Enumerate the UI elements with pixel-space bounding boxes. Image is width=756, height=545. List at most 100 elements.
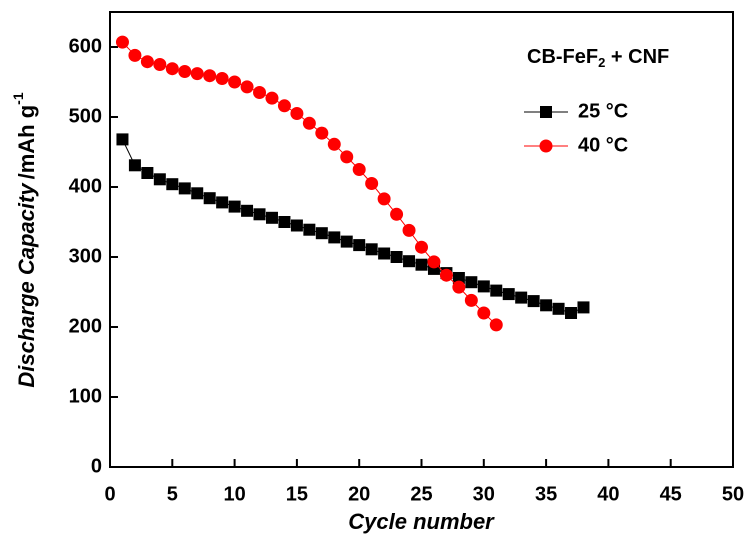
annotation-sub: 2 [598, 55, 605, 70]
annotation: CB-FeF2 + CNF [527, 46, 669, 70]
marker [203, 69, 217, 83]
marker [241, 204, 254, 217]
y-tick-label: 200 [69, 315, 102, 337]
y-tick-label: 400 [69, 175, 102, 197]
marker [427, 255, 441, 269]
x-tick-label: 30 [473, 483, 495, 505]
marker [565, 307, 578, 319]
marker [165, 62, 179, 76]
series-line [122, 139, 584, 314]
marker [115, 35, 129, 49]
marker [402, 223, 416, 237]
marker [315, 227, 328, 240]
marker [290, 219, 303, 232]
x-tick-label: 35 [535, 483, 557, 505]
marker [477, 306, 491, 320]
x-tick-label: 10 [223, 483, 245, 505]
marker [464, 293, 478, 307]
x-tick-label: 5 [167, 483, 178, 505]
plot-frame [109, 11, 734, 468]
marker [552, 302, 565, 315]
x-tick-label: 0 [104, 483, 115, 505]
marker [215, 72, 229, 85]
legend-label: 40 °C [578, 134, 628, 156]
annotation-main: CB-FeF [527, 46, 598, 68]
marker [352, 163, 366, 176]
marker [540, 299, 553, 312]
marker [515, 291, 528, 304]
marker [502, 288, 515, 301]
marker [153, 173, 166, 186]
marker [365, 243, 378, 256]
y-tick-label: 300 [69, 245, 102, 267]
y-tick-label: 600 [69, 35, 102, 57]
marker [153, 58, 167, 71]
y-tick-label: 0 [91, 455, 102, 477]
x-tick-label: 50 [722, 483, 744, 505]
marker [365, 177, 379, 190]
marker [353, 239, 366, 252]
marker [265, 211, 278, 224]
marker [191, 187, 204, 200]
marker [290, 107, 304, 120]
marker [190, 67, 204, 81]
annotation-rest: + CNF [605, 46, 669, 68]
series-line [122, 41, 497, 326]
marker [116, 133, 129, 146]
marker [415, 258, 428, 271]
x-tick-label: 40 [597, 483, 619, 505]
marker [278, 216, 291, 228]
marker [577, 301, 590, 314]
legend-label: 25 °C [578, 100, 628, 122]
x-tick-label: 45 [660, 483, 682, 505]
marker [253, 86, 267, 99]
marker [340, 150, 354, 164]
marker [265, 91, 279, 105]
x-tick-label: 25 [410, 483, 432, 505]
marker [178, 182, 191, 195]
marker [140, 55, 154, 69]
x-tick-label: 20 [348, 483, 370, 505]
marker [327, 137, 341, 151]
marker [166, 178, 179, 191]
marker [228, 75, 242, 89]
marker [340, 235, 353, 248]
marker [403, 255, 416, 268]
legend-marker [540, 106, 552, 118]
y-label-sup: -1 [10, 92, 26, 105]
marker [128, 48, 142, 62]
marker [302, 116, 316, 130]
marker [527, 295, 540, 308]
x-axis-label: Cycle number [348, 509, 495, 534]
marker [390, 207, 404, 221]
marker [203, 192, 216, 205]
marker [178, 65, 192, 78]
marker [490, 284, 503, 297]
marker [378, 247, 391, 260]
marker [253, 208, 266, 221]
marker [377, 192, 391, 206]
y-axis-label: Discharge Capacity/mAh g-1 [10, 92, 39, 387]
marker [452, 280, 466, 294]
marker [216, 196, 229, 209]
marker [315, 126, 329, 140]
marker [240, 80, 254, 94]
marker [141, 167, 154, 179]
marker [228, 200, 241, 213]
y-tick-label: 500 [69, 105, 102, 127]
marker [477, 280, 490, 293]
y-label-text: Discharge Capacity [14, 182, 39, 388]
marker [277, 99, 291, 113]
legend-marker [539, 139, 553, 153]
marker [415, 240, 428, 254]
x-tick-label: 15 [286, 483, 308, 505]
marker [452, 272, 465, 284]
marker [303, 223, 316, 236]
y-label-unit: /mAh g [14, 105, 39, 180]
marker [439, 268, 453, 282]
marker [489, 318, 503, 332]
marker [128, 159, 141, 172]
y-tick-label: 100 [69, 385, 102, 407]
marker [328, 231, 341, 244]
